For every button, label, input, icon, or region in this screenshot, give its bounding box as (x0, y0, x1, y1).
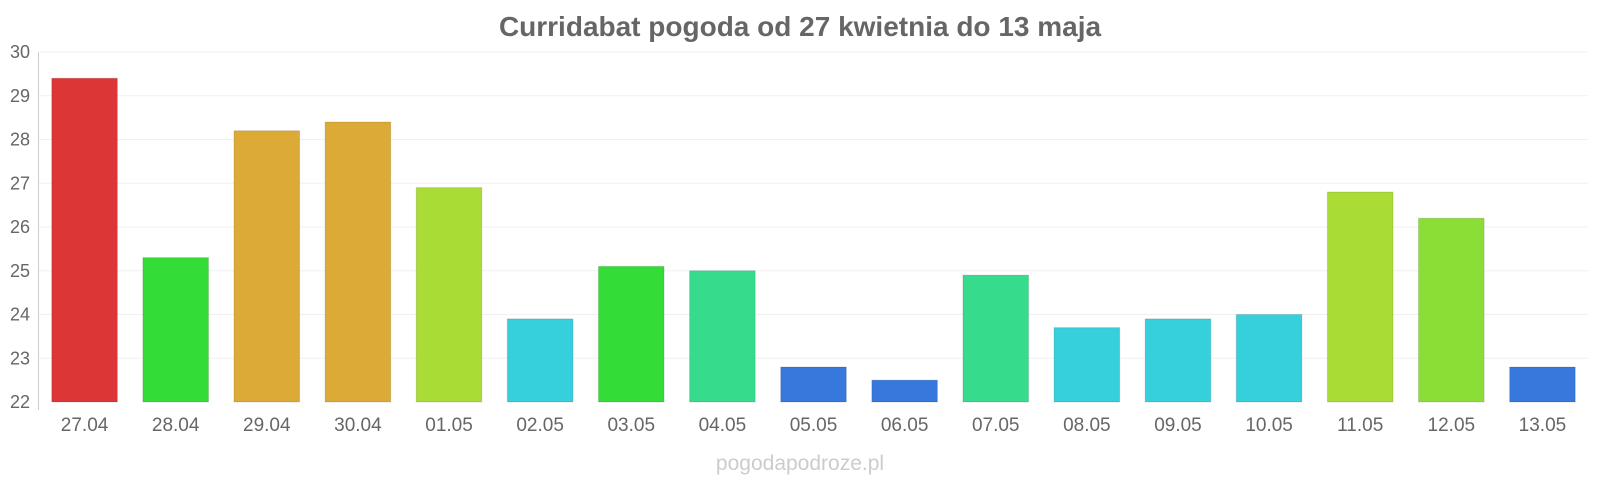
y-tick-label: 29 (10, 86, 30, 106)
bar-27.04 (51, 77, 118, 403)
bar-30.04 (324, 121, 392, 403)
x-tick-label: 12.05 (1428, 415, 1476, 436)
y-tick-label: 24 (10, 305, 30, 325)
watermark: pogodapodroze.pl (716, 452, 884, 475)
bar-11.05 (1326, 191, 1394, 403)
x-tick-label: 10.05 (1245, 415, 1293, 436)
x-tick-label: 30.04 (334, 415, 382, 436)
x-tick-label: 28.04 (152, 415, 200, 436)
bar-02.05 (506, 318, 574, 403)
x-tick-label: 27.04 (61, 415, 109, 436)
y-tick-label: 26 (10, 217, 30, 237)
bar-29.04 (233, 130, 301, 403)
bar-03.05 (597, 265, 665, 403)
y-axis-ticks: 22 23 24 25 26 27 28 29 30 (10, 42, 30, 412)
x-tick-label: 04.05 (699, 415, 747, 436)
bar-07.05 (962, 274, 1030, 403)
x-axis-ticks: 27.04 28.04 29.04 30.04 01.05 02.05 03.05 04.05… (61, 415, 1566, 436)
bar-28.04 (142, 257, 209, 403)
y-tick-label: 23 (10, 348, 30, 368)
y-tick-label: 28 (10, 130, 30, 150)
bar-09.05 (1144, 318, 1212, 403)
x-tick-label: 11.05 (1337, 415, 1383, 436)
bar-01.05 (415, 187, 483, 403)
x-tick-label: 09.05 (1154, 415, 1202, 436)
x-tick-label: 13.05 (1519, 415, 1567, 436)
bar-05.05 (780, 366, 847, 403)
y-tick-label: 30 (10, 42, 30, 62)
bar-06.05 (871, 379, 938, 403)
x-tick-label: 07.05 (972, 415, 1020, 436)
bar-10.05 (1235, 314, 1303, 403)
chart-title: Curridabat pogoda od 27 kwietnia do 13 m… (499, 11, 1102, 42)
bar-08.05 (1053, 327, 1121, 403)
x-tick-label: 02.05 (516, 415, 564, 436)
x-tick-label: 01.05 (425, 415, 473, 436)
bar-04.05 (689, 270, 756, 403)
x-tick-label: 29.04 (243, 415, 291, 436)
y-tick-label: 25 (10, 261, 30, 281)
bar-13.05 (1509, 366, 1576, 403)
x-tick-label: 08.05 (1063, 415, 1111, 436)
x-tick-label: 03.05 (607, 415, 655, 436)
x-tick-label: 06.05 (881, 415, 929, 436)
y-tick-label: 22 (10, 392, 30, 412)
bars (51, 77, 1576, 403)
y-tick-label: 27 (10, 173, 30, 193)
bar-12.05 (1418, 217, 1485, 403)
x-tick-label: 05.05 (790, 415, 838, 436)
